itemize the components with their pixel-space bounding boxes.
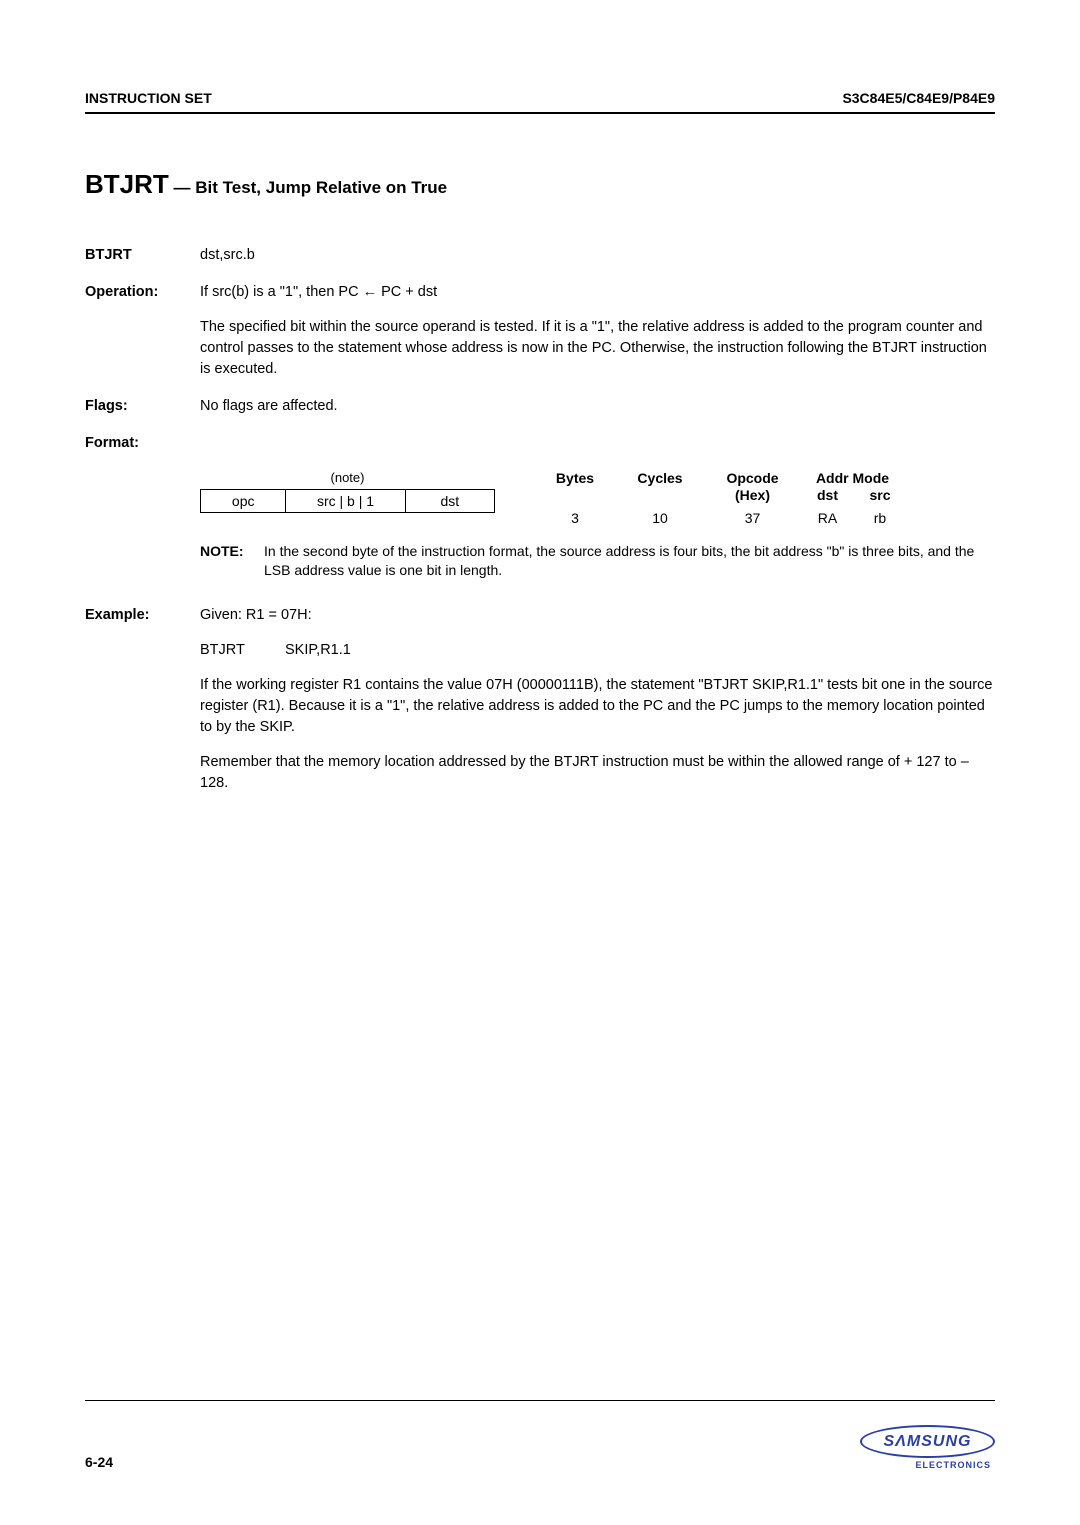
- example-label: Example:: [85, 605, 200, 794]
- logo-oval: SΛMSUNG: [860, 1425, 995, 1458]
- src-head-text: src: [855, 487, 905, 504]
- format-box: src | b | 1: [285, 490, 404, 512]
- cell-cycles: 10: [615, 510, 705, 526]
- cell-bytes: 3: [535, 510, 615, 526]
- opcode-head2: (Hex): [735, 487, 770, 503]
- page-number: 6-24: [85, 1454, 113, 1470]
- syntax-row: BTJRT dst,src.b: [85, 245, 995, 266]
- flags-text: No flags are affected.: [200, 396, 995, 417]
- page-footer: 6-24 SΛMSUNG ELECTRONICS: [85, 1400, 995, 1470]
- example-given: Given: R1 = 07H:: [200, 605, 995, 626]
- flags-row: Flags: No flags are affected.: [85, 396, 995, 417]
- operation-label: Operation:: [85, 282, 200, 380]
- format-table: (note) opcsrc | b | 1dst Bytes Cycles Op…: [200, 470, 995, 526]
- syntax-label: BTJRT: [85, 245, 200, 266]
- cycles-head-text: Cycles: [637, 470, 682, 486]
- title-subtitle: Bit Test, Jump Relative on True: [195, 178, 447, 197]
- flags-label: Flags:: [85, 396, 200, 417]
- note-text: In the second byte of the instruction fo…: [264, 542, 995, 581]
- header-right: S3C84E5/C84E9/P84E9: [842, 90, 995, 106]
- format-box: opc: [201, 490, 285, 512]
- col-bytes-head: Bytes: [535, 470, 615, 504]
- format-boxes: opcsrc | b | 1dst: [200, 489, 495, 513]
- format-label: Format:: [85, 433, 200, 454]
- cell-dst: RA: [800, 510, 855, 526]
- title-dash: —: [169, 178, 195, 197]
- dst-head-text: dst: [800, 487, 855, 504]
- opcode-head1: Opcode: [726, 470, 778, 486]
- example-para2: Remember that the memory location addres…: [200, 752, 995, 794]
- page-header: INSTRUCTION SET S3C84E5/C84E9/P84E9: [85, 90, 995, 114]
- col-opcode-head: Opcode(Hex): [705, 470, 800, 504]
- logo-subtext: ELECTRONICS: [860, 1460, 995, 1470]
- format-data-row: 3 10 37 RA rb: [535, 504, 995, 526]
- format-right: Bytes Cycles Opcode(Hex) Addr Mode dstsr…: [535, 470, 995, 526]
- cell-opcode: 37: [705, 510, 800, 526]
- note-head: NOTE:: [200, 542, 264, 581]
- operation-desc: The specified bit within the source oper…: [200, 317, 995, 380]
- code-op: BTJRT: [200, 640, 285, 661]
- operation-row: Operation: If src(b) is a "1", then PC ←…: [85, 282, 995, 380]
- instruction-title: BTJRT — Bit Test, Jump Relative on True: [85, 169, 995, 200]
- operation-content: If src(b) is a "1", then PC ← PC + dst T…: [200, 282, 995, 380]
- format-box: dst: [405, 490, 494, 512]
- col-cycles-head: Cycles: [615, 470, 705, 504]
- col-addr-head: Addr Mode dstsrc: [800, 470, 905, 504]
- format-note-label: (note): [200, 470, 495, 489]
- format-content: [200, 433, 995, 454]
- code-args: SKIP,R1.1: [285, 640, 351, 661]
- format-header-row: Bytes Cycles Opcode(Hex) Addr Mode dstsr…: [535, 470, 995, 504]
- operation-line1: If src(b) is a "1", then PC ← PC + dst: [200, 282, 995, 303]
- example-para1: If the working register R1 contains the …: [200, 675, 995, 738]
- addr-head-text: Addr Mode: [816, 470, 889, 486]
- format-note: NOTE: In the second byte of the instruct…: [200, 542, 995, 581]
- example-code: BTJRT SKIP,R1.1: [200, 640, 995, 661]
- example-row: Example: Given: R1 = 07H: BTJRT SKIP,R1.…: [85, 605, 995, 794]
- format-row: Format:: [85, 433, 995, 454]
- format-left: (note) opcsrc | b | 1dst: [200, 470, 495, 526]
- header-left: INSTRUCTION SET: [85, 90, 212, 106]
- title-mnemonic: BTJRT: [85, 169, 169, 199]
- cell-src: rb: [855, 510, 905, 526]
- example-content: Given: R1 = 07H: BTJRT SKIP,R1.1 If the …: [200, 605, 995, 794]
- bytes-head-text: Bytes: [556, 470, 594, 486]
- samsung-logo: SΛMSUNG ELECTRONICS: [860, 1425, 995, 1470]
- syntax-operands: dst,src.b: [200, 245, 995, 266]
